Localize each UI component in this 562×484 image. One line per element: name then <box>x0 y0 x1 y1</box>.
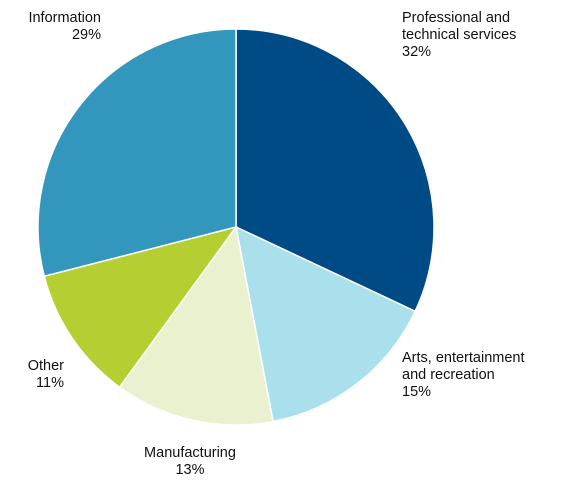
pie-slice <box>118 225 274 426</box>
slice-label: Professional and technical services 32% <box>402 10 542 61</box>
slice-label: Information 29% <box>0 10 101 44</box>
value-label: 11% <box>36 375 64 391</box>
value-label: 29% <box>71 27 101 43</box>
slice-label: Other 11% <box>0 358 64 392</box>
pie-slice <box>234 225 417 423</box>
slice-label: Manufacturing 13% <box>120 445 260 479</box>
category-name: Arts, entertainment and recreation <box>402 350 525 383</box>
value-label: 15% <box>402 384 432 400</box>
category-name: Manufacturing <box>144 445 236 461</box>
category-name: Other <box>27 358 64 374</box>
pie-slice <box>37 28 237 278</box>
slice-label: Arts, entertainment and recreation 15% <box>402 350 542 401</box>
value-label: 13% <box>175 462 205 478</box>
category-name: Information <box>28 10 101 26</box>
pie-slice <box>43 225 238 389</box>
pie-slice <box>235 28 435 313</box>
value-label: 32% <box>402 44 432 60</box>
category-name: Professional and technical services <box>402 10 517 43</box>
